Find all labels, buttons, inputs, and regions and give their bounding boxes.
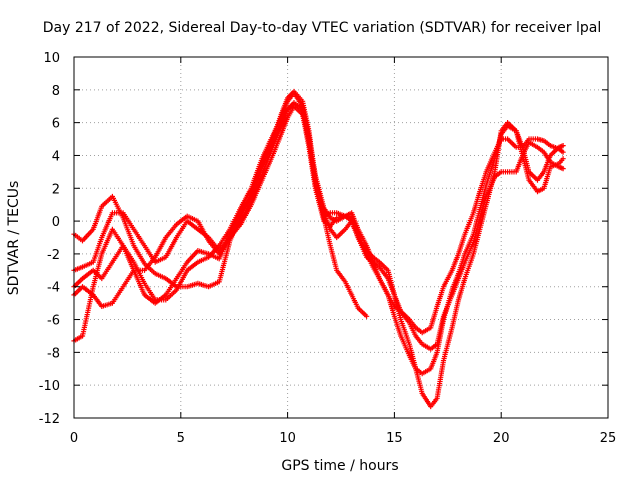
series-day-5 [71, 90, 566, 377]
axis-ticks: 0 5 10 15 20 25 -12 -10 -8 -6 -4 -2 0 2 4 6 8 10 [39, 51, 617, 446]
series-day-2 [71, 103, 566, 336]
x-tick-label: 25 [600, 431, 617, 446]
y-tick-label: -10 [39, 379, 60, 394]
y-tick-label: -12 [39, 412, 60, 427]
grid [74, 57, 608, 418]
data-point [560, 143, 566, 149]
y-tick-label: -8 [47, 346, 60, 361]
data-point [560, 149, 566, 155]
y-axis-label: SDTVAR / TECUs [6, 181, 22, 296]
data-layer [71, 88, 566, 410]
x-tick-label: 10 [279, 431, 296, 446]
y-tick-label: 6 [52, 117, 60, 132]
series-day-4 [71, 100, 566, 410]
x-tick-label: 15 [386, 431, 403, 446]
y-tick-label: 2 [52, 182, 60, 197]
series-day-3 [71, 100, 566, 352]
y-tick-label: 4 [52, 149, 60, 164]
y-tick-label: 0 [52, 215, 60, 230]
chart-title: Day 217 of 2022, Sidereal Day-to-day VTE… [43, 20, 601, 36]
x-tick-label: 0 [70, 431, 78, 446]
x-axis-label: GPS time / hours [281, 458, 398, 474]
plot-frame [73, 56, 609, 419]
data-point [364, 313, 370, 319]
y-tick-label: -2 [47, 248, 60, 263]
data-point [560, 156, 566, 162]
y-tick-label: 10 [43, 51, 60, 66]
y-tick-label: 8 [52, 84, 60, 99]
y-tick-label: -4 [47, 281, 60, 296]
x-tick-label: 5 [177, 431, 185, 446]
data-point [560, 166, 566, 172]
y-tick-label: -6 [47, 314, 60, 329]
x-tick-label: 20 [493, 431, 510, 446]
